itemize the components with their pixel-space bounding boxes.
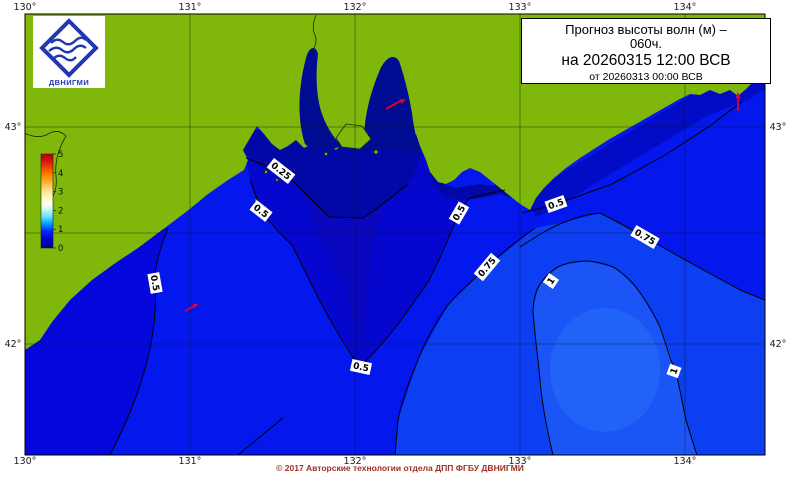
islet [373, 149, 379, 155]
copyright-line: © 2017 Авторские технологии отдела ДПП Ф… [0, 463, 800, 473]
forecast-hour: 060ч. [629, 36, 663, 51]
grid-lines [25, 14, 765, 455]
lon-tick: 130° [14, 2, 37, 13]
lon-tick: 131° [179, 2, 202, 13]
contour-label-05: 0.5 [147, 272, 163, 294]
forecast-base-time: от 20260313 00:00 ВСВ [589, 71, 703, 83]
colorbar: 5 4 3 2 1 0 [40, 150, 63, 254]
lon-tick: 132° [344, 456, 367, 467]
copyright-text: © 2017 Авторские технологии отдела [276, 463, 436, 473]
contour-label-1: 1 [542, 273, 560, 289]
svg-text:1: 1 [669, 367, 681, 376]
colorbar-gradient [40, 153, 54, 249]
lon-tick: 130° [14, 456, 37, 467]
contour-1 [532, 260, 698, 455]
sea-zone-025-05 [243, 140, 514, 367]
title-box: Прогноз высоты волн (м) – 060ч. на 20260… [521, 18, 771, 84]
svg-text:0.5: 0.5 [148, 274, 161, 291]
lon-tick: 134° [674, 456, 697, 467]
colorbar-tick: 2 [58, 206, 63, 216]
wave-diamond-icon [39, 18, 99, 78]
land-region [25, 14, 765, 350]
sea-zone-west-low [25, 228, 168, 455]
river [311, 14, 317, 52]
svg-text:0.5: 0.5 [352, 361, 370, 374]
lon-tick: 131° [179, 456, 202, 467]
lat-tick: 42° [770, 339, 787, 350]
contour-label-1: 1 [666, 363, 682, 379]
map-canvas [25, 14, 765, 455]
dvnigmi-logo: ДВНИГМИ [33, 16, 105, 88]
arrowhead [193, 303, 199, 309]
sea-zone-gt1-core [550, 308, 660, 432]
colorbar-tick: 3 [58, 188, 63, 198]
lat-tick: 43° [770, 122, 787, 133]
copyright-org: ДПП ФГБУ ДВНИГМИ [435, 463, 524, 473]
russky-island [335, 123, 372, 150]
contour-sw-segment [237, 417, 284, 455]
lon-tick: 133° [509, 456, 532, 467]
arrowhead [399, 99, 406, 104]
contour-0.75-b [519, 212, 765, 301]
arrow-ussuri-bay [385, 99, 403, 110]
svg-text:1: 1 [546, 276, 558, 287]
contour-label-05: 0.5 [349, 359, 373, 375]
sea-tongue-dark [300, 190, 385, 355]
islet [323, 151, 328, 156]
lon-tick: 133° [509, 2, 532, 13]
lat-tick: 42° [5, 339, 22, 350]
amur-bay [299, 48, 342, 150]
contour-0.75-a [394, 227, 536, 455]
colorbar-tick: 1 [58, 225, 63, 235]
lat-tick: 43° [5, 122, 22, 133]
forecast-title: Прогноз высоты волн (м) – [565, 22, 727, 37]
lon-tick: 132° [344, 2, 367, 13]
colorbar-tick: 5 [58, 150, 63, 160]
river [25, 131, 67, 205]
colorbar-tick: 0 [58, 244, 63, 254]
lon-tick: 134° [674, 2, 697, 13]
contour-0.5-west [109, 227, 169, 455]
islands [254, 123, 379, 210]
red-arrows [184, 92, 741, 312]
map-border [24, 13, 766, 456]
colorbar-tick: 4 [58, 169, 63, 179]
islet [263, 169, 268, 174]
forecast-valid-time: на 20260315 12:00 ВСВ [561, 52, 731, 69]
lat-labels: 43° 42° 43° 42° [5, 122, 787, 350]
islet [275, 178, 279, 182]
sea-bight-dark [426, 160, 522, 200]
lon-labels-bottom: 130° 131° 132° 133° 134° [14, 456, 697, 467]
arrowhead [735, 92, 741, 99]
lon-labels-top: 130° 131° 132° 133° 134° [14, 2, 697, 13]
logo-label: ДВНИГМИ [48, 78, 90, 87]
